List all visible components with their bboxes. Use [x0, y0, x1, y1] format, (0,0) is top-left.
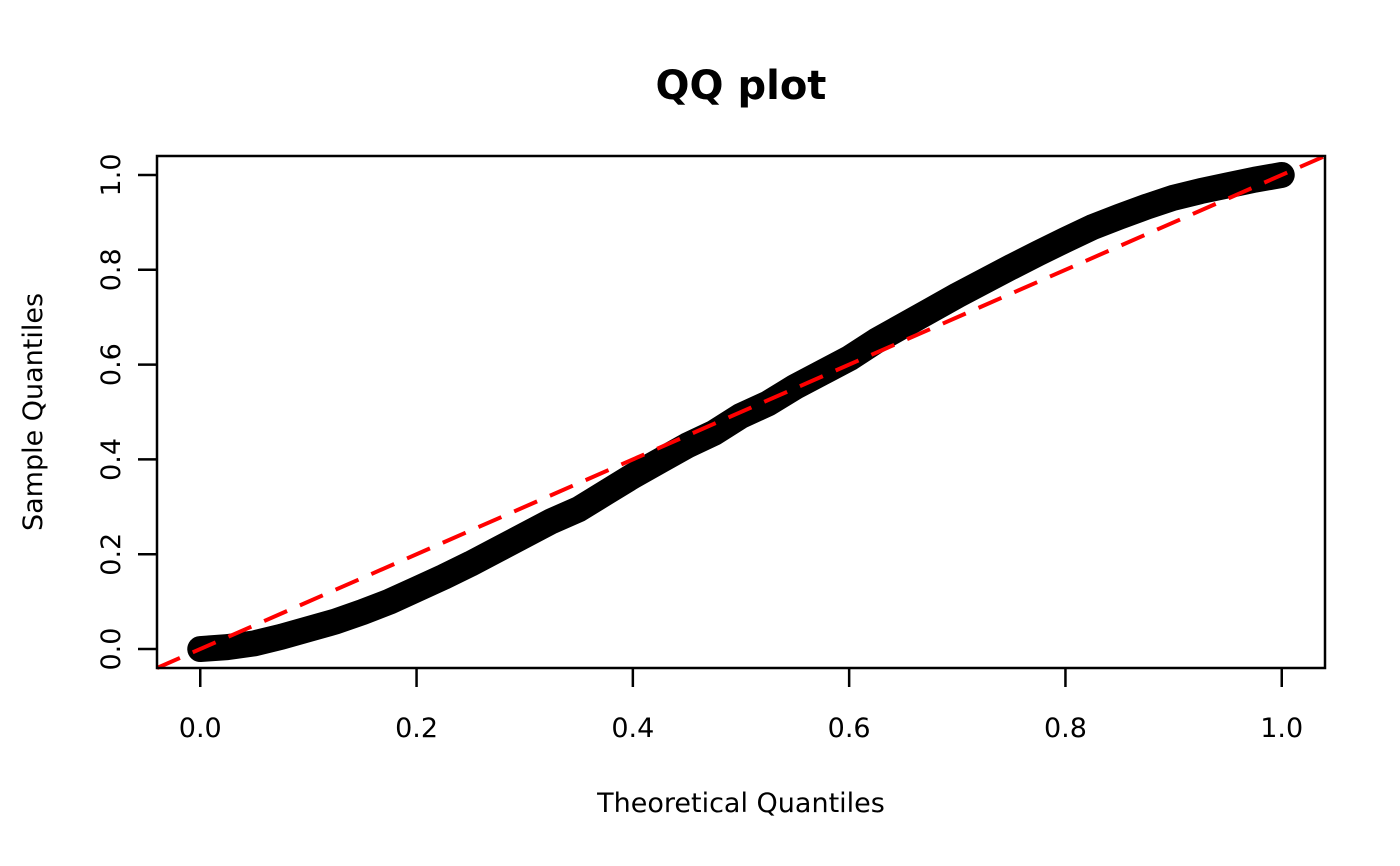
y-tick-label: 0.2: [96, 533, 127, 576]
x-tick-label: 0.8: [1044, 713, 1087, 744]
chart-title: QQ plot: [656, 63, 827, 109]
x-tick-label: 1.0: [1260, 713, 1303, 744]
plot-area: 0.0 0.2 0.4 0.6 0.8 1.0 0.0 0.2 0.4 0.6 0.8 1.0: [96, 153, 1327, 744]
x-tick-label: 0.6: [828, 713, 871, 744]
x-axis-label: Theoretical Quantiles: [596, 788, 885, 819]
plot-box: [155, 154, 1327, 670]
x-tick-label: 0.2: [395, 713, 438, 744]
reference-line: [156, 154, 1326, 670]
x-tick-label: 0.4: [611, 713, 654, 744]
y-tick-label: 0.8: [96, 248, 127, 291]
y-tick-label: 0.0: [96, 628, 127, 671]
qq-curve: [187, 161, 1295, 663]
y-tick-label: 0.4: [96, 438, 127, 481]
y-tick-label: 0.6: [96, 343, 127, 386]
y-axis-label: Sample Quantiles: [18, 293, 49, 531]
x-tick-label: 0.0: [179, 713, 222, 744]
y-tick-label: 1.0: [96, 153, 127, 196]
